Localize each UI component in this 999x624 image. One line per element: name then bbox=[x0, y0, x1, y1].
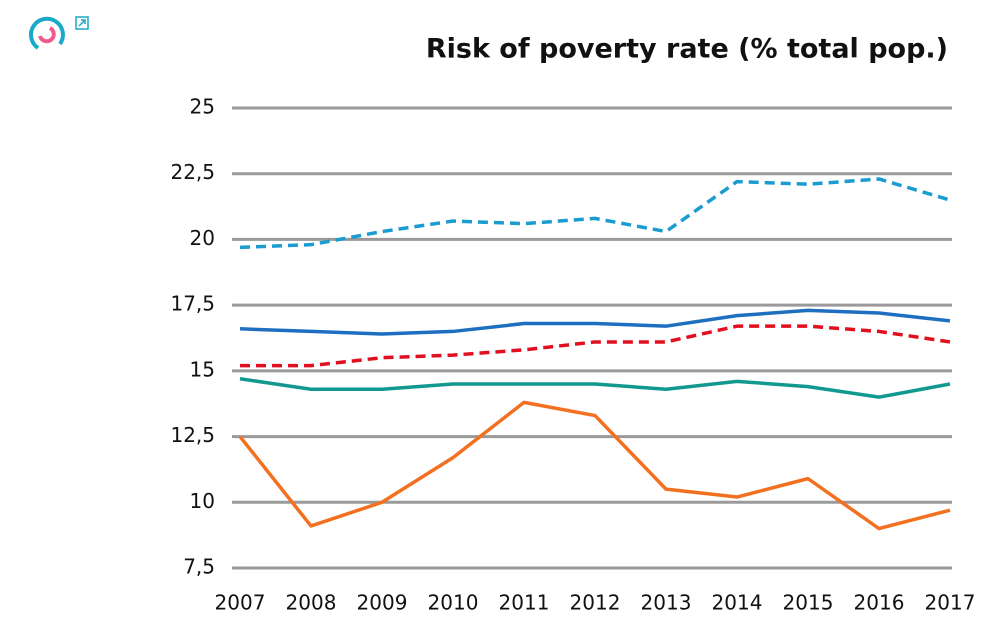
x-tick-label: 2009 bbox=[357, 591, 408, 615]
x-tick-label: 2015 bbox=[783, 591, 834, 615]
y-tick-label: 7,5 bbox=[183, 555, 215, 579]
series-line bbox=[239, 177, 951, 250]
series-line bbox=[239, 308, 951, 336]
x-tick-label: 2012 bbox=[570, 591, 621, 615]
x-tick-label: 2014 bbox=[712, 591, 763, 615]
y-tick-label: 15 bbox=[190, 357, 215, 381]
y-tick-label: 20 bbox=[190, 226, 215, 250]
x-tick-label: 2017 bbox=[925, 591, 976, 615]
chart-title: Risk of poverty rate (% total pop.) bbox=[426, 34, 948, 65]
y-tick-label: 10 bbox=[190, 489, 215, 513]
series-line bbox=[238, 400, 951, 531]
x-tick-label: 2016 bbox=[854, 591, 905, 615]
x-tick-label: 2008 bbox=[286, 591, 337, 615]
x-tick-label: 2010 bbox=[428, 591, 479, 615]
logo bbox=[28, 16, 89, 50]
x-tick-label: 2007 bbox=[215, 591, 266, 615]
y-tick-label: 17,5 bbox=[170, 292, 215, 316]
series-line bbox=[239, 377, 951, 399]
y-tick-label: 25 bbox=[190, 95, 215, 119]
series-line bbox=[240, 324, 951, 368]
x-tick-label: 2013 bbox=[641, 591, 692, 615]
y-tick-label: 22,5 bbox=[170, 160, 215, 184]
y-tick-label: 12,5 bbox=[170, 423, 215, 447]
x-tick-label: 2011 bbox=[499, 591, 550, 615]
